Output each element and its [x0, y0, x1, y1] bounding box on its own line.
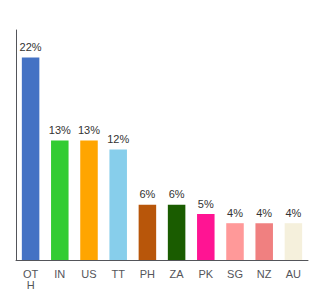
- svg-text:ZA: ZA: [170, 268, 185, 280]
- svg-text:4%: 4%: [256, 207, 272, 219]
- svg-text:4%: 4%: [285, 207, 301, 219]
- svg-text:22%: 22%: [20, 41, 42, 53]
- svg-text:4%: 4%: [227, 207, 243, 219]
- svg-text:H: H: [27, 279, 35, 291]
- svg-text:PH: PH: [140, 268, 155, 280]
- svg-text:IN: IN: [54, 268, 65, 280]
- svg-text:AU: AU: [286, 268, 301, 280]
- svg-text:6%: 6%: [139, 188, 155, 200]
- svg-text:NZ: NZ: [257, 268, 272, 280]
- svg-text:TT: TT: [111, 268, 125, 280]
- svg-text:OT: OT: [23, 267, 39, 280]
- svg-text:PK: PK: [198, 268, 213, 280]
- svg-text:12%: 12%: [107, 133, 129, 145]
- svg-text:5%: 5%: [198, 198, 214, 210]
- svg-text:US: US: [81, 268, 96, 280]
- svg-text:SG: SG: [227, 268, 243, 280]
- svg-text:13%: 13%: [49, 124, 71, 136]
- svg-text:13%: 13%: [78, 124, 100, 136]
- svg-text:6%: 6%: [169, 188, 185, 200]
